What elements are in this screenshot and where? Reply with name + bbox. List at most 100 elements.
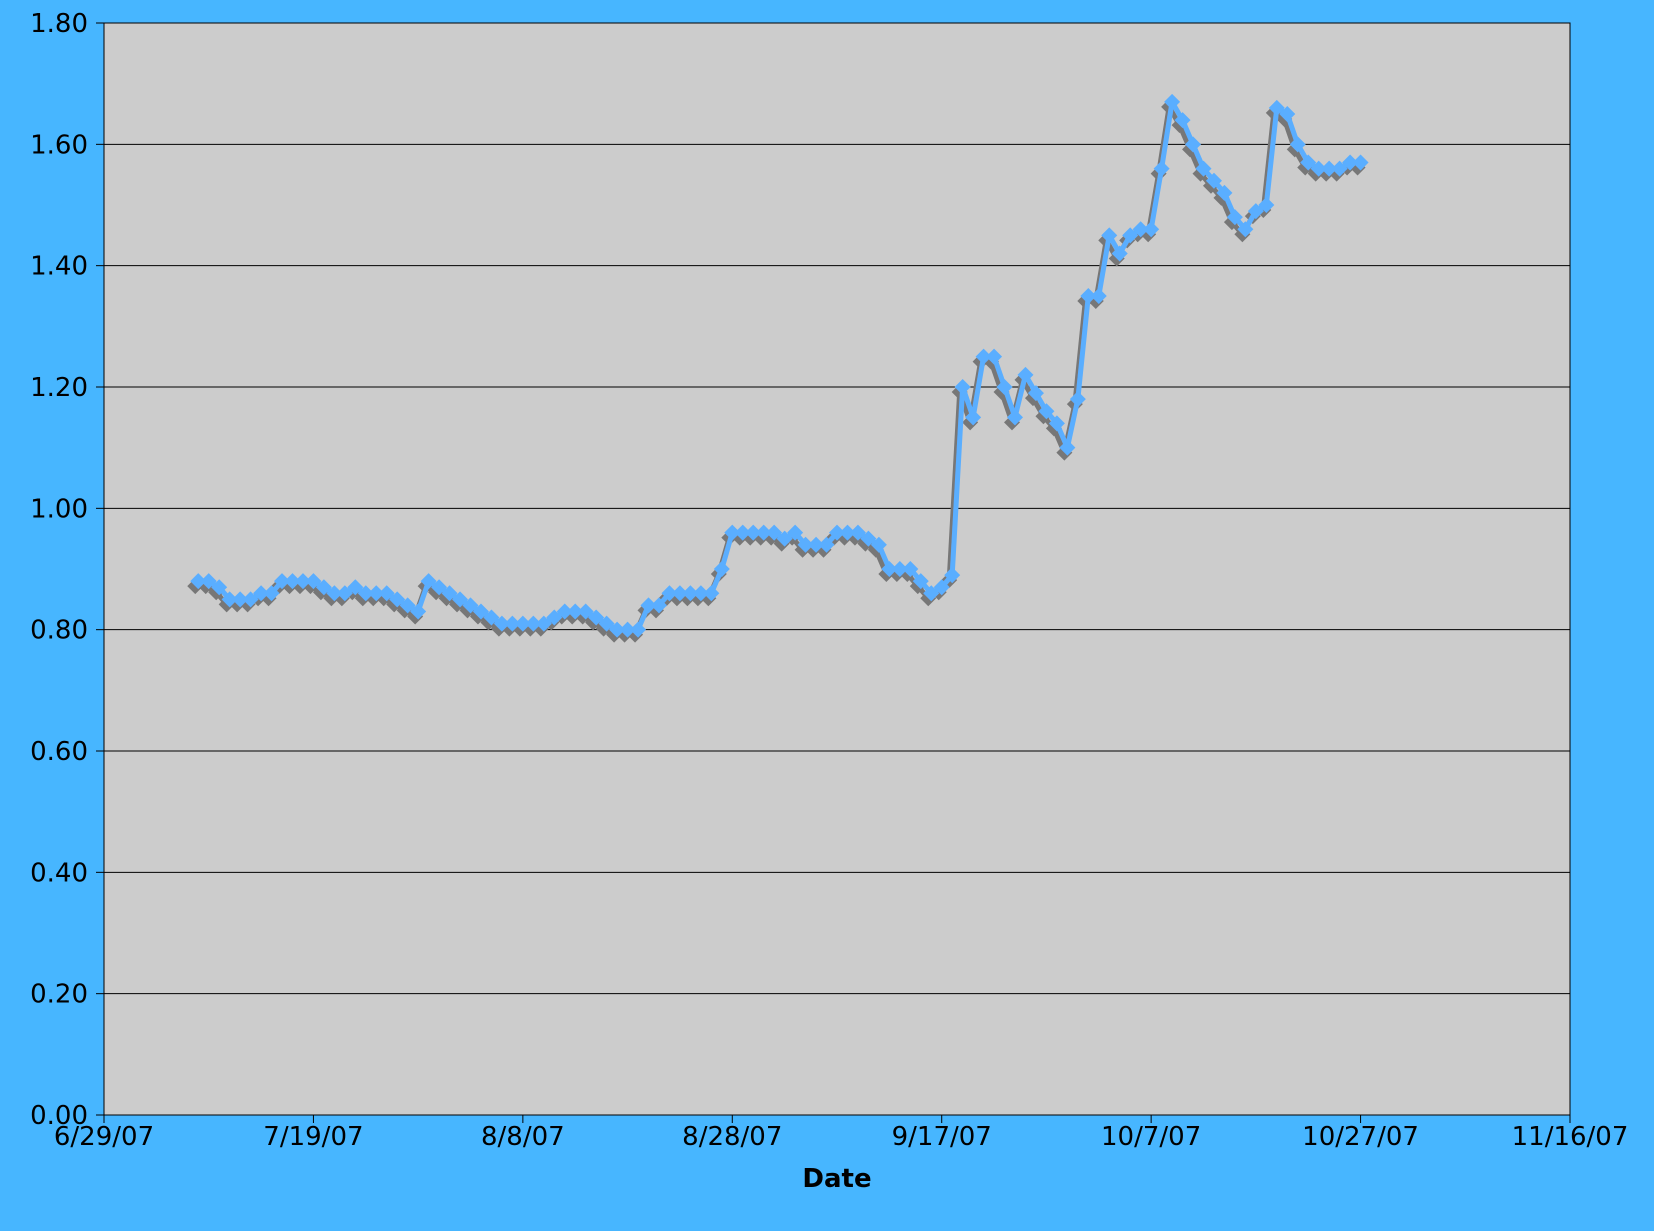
marker <box>211 579 228 596</box>
marker <box>294 573 311 590</box>
marker <box>849 524 866 541</box>
marker <box>1122 227 1139 244</box>
marker <box>598 615 615 632</box>
marker <box>483 609 500 626</box>
marker <box>630 621 647 638</box>
marker <box>640 597 657 614</box>
marker <box>274 573 291 590</box>
marker <box>682 585 699 602</box>
marker <box>703 585 720 602</box>
marker <box>671 585 688 602</box>
y-tick-label: 0.00 <box>30 1101 88 1131</box>
marker <box>263 585 280 602</box>
marker <box>1310 160 1327 177</box>
marker <box>944 567 961 584</box>
marker <box>1321 160 1338 177</box>
marker <box>525 615 542 632</box>
marker <box>923 585 940 602</box>
marker <box>965 409 982 426</box>
marker <box>221 591 238 608</box>
marker <box>514 615 531 632</box>
marker <box>1132 221 1149 238</box>
marker <box>431 579 448 596</box>
marker <box>996 379 1013 395</box>
marker <box>190 573 207 590</box>
marker <box>1143 221 1160 238</box>
marker <box>242 591 259 608</box>
marker <box>860 530 877 547</box>
marker <box>472 603 489 620</box>
x-tick-label: 8/28/07 <box>682 1122 782 1152</box>
marker <box>535 615 552 632</box>
marker <box>609 621 626 638</box>
marker <box>745 524 762 541</box>
marker <box>546 609 563 626</box>
marker <box>1027 385 1044 402</box>
marker <box>808 536 825 553</box>
marker <box>567 603 584 620</box>
marker <box>1331 160 1348 177</box>
marker <box>818 536 835 553</box>
marker <box>1153 160 1170 177</box>
marker <box>200 573 217 590</box>
marker <box>766 524 783 541</box>
y-tick-label: 0.60 <box>30 737 88 767</box>
x-axis-title: Date <box>802 1164 871 1194</box>
marker <box>713 561 730 577</box>
marker <box>462 597 479 614</box>
marker <box>776 530 793 547</box>
marker <box>787 524 804 541</box>
marker <box>399 597 416 614</box>
marker <box>577 603 594 620</box>
marker <box>1164 93 1181 110</box>
y-tick-label: 1.40 <box>30 252 88 282</box>
marker <box>1185 136 1202 153</box>
marker <box>933 579 950 596</box>
marker <box>881 561 898 577</box>
x-tick-label: 9/17/07 <box>892 1122 992 1152</box>
marker <box>1017 366 1034 383</box>
marker <box>891 561 908 577</box>
marker <box>1007 409 1024 426</box>
marker <box>755 524 772 541</box>
marker <box>1048 415 1065 432</box>
marker <box>347 579 364 596</box>
marker <box>1352 154 1369 171</box>
marker <box>1101 227 1118 244</box>
series <box>190 93 1369 638</box>
marker <box>410 603 427 620</box>
marker <box>1279 106 1296 122</box>
marker <box>326 585 343 602</box>
marker <box>1342 154 1359 171</box>
x-tick-label: 11/16/07 <box>1512 1122 1629 1152</box>
marker <box>1038 403 1055 420</box>
y-tick-label: 1.00 <box>30 494 88 524</box>
marker <box>1289 136 1306 153</box>
marker <box>284 573 301 590</box>
marker <box>452 591 469 608</box>
x-tick-label: 10/27/07 <box>1302 1122 1419 1152</box>
marker <box>902 561 919 577</box>
x-tick-label: 6/29/07 <box>54 1122 154 1152</box>
marker <box>986 348 1003 365</box>
marker <box>724 524 741 541</box>
y-tick-label: 1.80 <box>30 9 88 39</box>
marker <box>357 585 374 602</box>
marker <box>1258 197 1275 213</box>
marker <box>975 348 992 365</box>
marker <box>315 579 332 596</box>
marker <box>1059 439 1076 456</box>
marker <box>661 585 678 602</box>
marker <box>1111 245 1128 262</box>
marker <box>378 585 395 602</box>
marker <box>1268 99 1285 116</box>
y-tick-label: 0.40 <box>30 858 88 888</box>
line <box>198 99 1361 633</box>
marker <box>1216 184 1233 201</box>
marker <box>504 615 521 632</box>
marker <box>1300 154 1317 171</box>
marker <box>912 573 929 590</box>
marker <box>1237 221 1254 238</box>
